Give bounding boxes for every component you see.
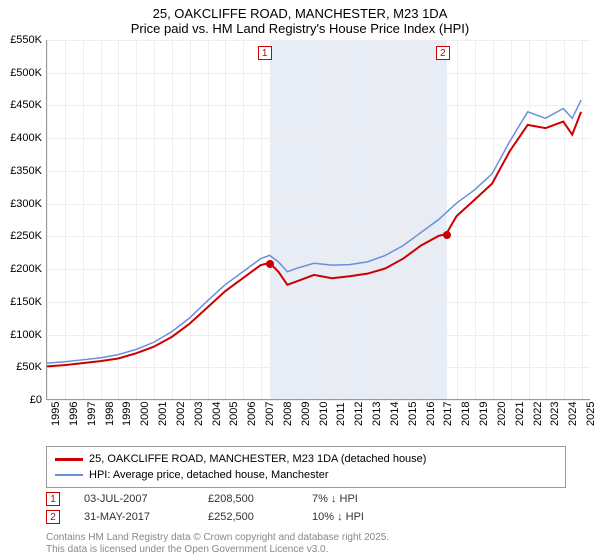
legend-swatch xyxy=(55,458,83,461)
chart-plot-area: 12 xyxy=(46,40,590,400)
attribution-line: This data is licensed under the Open Gov… xyxy=(46,544,389,556)
chart-lines-svg xyxy=(47,40,590,399)
series-line xyxy=(47,112,581,367)
y-axis: £0£50K£100K£150K£200K£250K£300K£350K£400… xyxy=(0,40,46,400)
attribution-text: Contains HM Land Registry data © Crown c… xyxy=(46,532,389,556)
transaction-marker-icon: 2 xyxy=(46,510,60,524)
x-tick-label: 2018 xyxy=(460,402,472,426)
chart-title: 25, OAKCLIFFE ROAD, MANCHESTER, M23 1DA xyxy=(0,6,600,21)
x-tick-label: 2013 xyxy=(371,402,383,426)
transaction-date: 31-MAY-2017 xyxy=(84,511,184,523)
transaction-date: 03-JUL-2007 xyxy=(84,493,184,505)
x-tick-label: 2003 xyxy=(193,402,205,426)
y-tick-label: £400K xyxy=(10,132,42,144)
transaction-marker-icon: 1 xyxy=(46,492,60,506)
x-tick-label: 2016 xyxy=(425,402,437,426)
y-tick-label: £550K xyxy=(10,34,42,46)
x-tick-label: 2025 xyxy=(585,402,597,426)
attribution-line: Contains HM Land Registry data © Crown c… xyxy=(46,532,389,544)
transaction-price: £208,500 xyxy=(208,493,288,505)
x-tick-label: 2015 xyxy=(407,402,419,426)
title-block: 25, OAKCLIFFE ROAD, MANCHESTER, M23 1DA … xyxy=(0,0,600,38)
x-tick-label: 2009 xyxy=(300,402,312,426)
legend-swatch xyxy=(55,474,83,476)
transaction-row: 1 03-JUL-2007 £208,500 7% ↓ HPI xyxy=(46,490,412,508)
x-tick-label: 2017 xyxy=(442,402,454,426)
x-tick-label: 2001 xyxy=(157,402,169,426)
y-tick-label: £500K xyxy=(10,67,42,79)
x-tick-label: 2006 xyxy=(246,402,258,426)
y-tick-label: £350K xyxy=(10,165,42,177)
transaction-table: 1 03-JUL-2007 £208,500 7% ↓ HPI 2 31-MAY… xyxy=(46,490,412,526)
x-tick-label: 2024 xyxy=(567,402,579,426)
x-tick-label: 1996 xyxy=(68,402,80,426)
marker-box: 1 xyxy=(258,46,272,60)
x-tick-label: 2000 xyxy=(139,402,151,426)
x-tick-label: 2012 xyxy=(353,402,365,426)
x-tick-label: 1997 xyxy=(86,402,98,426)
marker-dot xyxy=(443,231,451,239)
legend-label: 25, OAKCLIFFE ROAD, MANCHESTER, M23 1DA … xyxy=(89,453,426,465)
y-tick-label: £50K xyxy=(16,361,42,373)
x-tick-label: 2023 xyxy=(549,402,561,426)
legend-label: HPI: Average price, detached house, Manc… xyxy=(89,469,329,481)
x-tick-label: 2014 xyxy=(389,402,401,426)
y-tick-label: £150K xyxy=(10,296,42,308)
x-axis: 1995 1996 1997 1998 1999 2000 2001 2002 2003 2004… xyxy=(46,400,590,440)
x-tick-label: 2021 xyxy=(514,402,526,426)
chart-container: 25, OAKCLIFFE ROAD, MANCHESTER, M23 1DA … xyxy=(0,0,600,560)
y-tick-label: £100K xyxy=(10,329,42,341)
legend-item: 25, OAKCLIFFE ROAD, MANCHESTER, M23 1DA … xyxy=(55,451,557,467)
x-tick-label: 2022 xyxy=(532,402,544,426)
marker-dot xyxy=(266,260,274,268)
x-tick-label: 2020 xyxy=(496,402,508,426)
legend-item: HPI: Average price, detached house, Manc… xyxy=(55,467,557,483)
transaction-diff: 10% ↓ HPI xyxy=(312,511,412,523)
transaction-diff: 7% ↓ HPI xyxy=(312,493,412,505)
transaction-row: 2 31-MAY-2017 £252,500 10% ↓ HPI xyxy=(46,508,412,526)
x-tick-label: 1999 xyxy=(121,402,133,426)
transaction-price: £252,500 xyxy=(208,511,288,523)
chart-subtitle: Price paid vs. HM Land Registry's House … xyxy=(0,21,600,36)
x-tick-label: 2019 xyxy=(478,402,490,426)
y-tick-label: £0 xyxy=(30,394,42,406)
series-line xyxy=(47,100,581,363)
x-tick-label: 1998 xyxy=(104,402,116,426)
legend-box: 25, OAKCLIFFE ROAD, MANCHESTER, M23 1DA … xyxy=(46,446,566,488)
x-tick-label: 2004 xyxy=(211,402,223,426)
x-tick-label: 2007 xyxy=(264,402,276,426)
x-tick-label: 2008 xyxy=(282,402,294,426)
x-tick-label: 1995 xyxy=(50,402,62,426)
marker-box: 2 xyxy=(436,46,450,60)
x-tick-label: 2005 xyxy=(228,402,240,426)
y-tick-label: £300K xyxy=(10,198,42,210)
y-tick-label: £450K xyxy=(10,99,42,111)
x-tick-label: 2011 xyxy=(335,402,347,426)
y-tick-label: £250K xyxy=(10,230,42,242)
x-tick-label: 2010 xyxy=(318,402,330,426)
x-tick-label: 2002 xyxy=(175,402,187,426)
y-tick-label: £200K xyxy=(10,263,42,275)
